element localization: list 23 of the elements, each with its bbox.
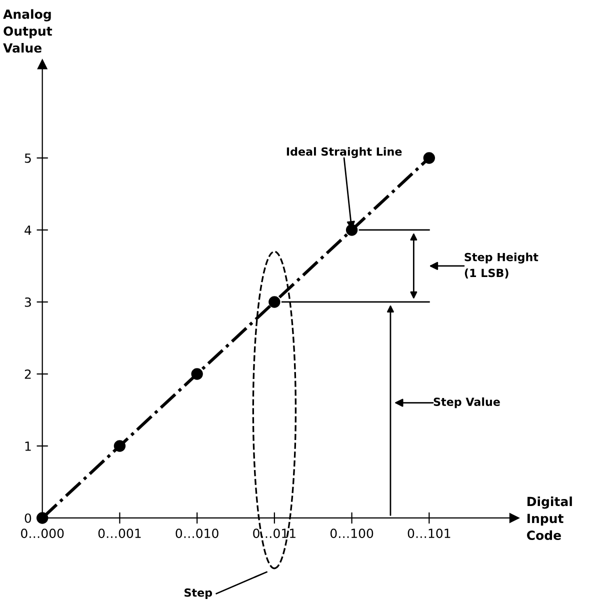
x-tick-label: 0…010: [176, 528, 218, 538]
point: [268, 296, 280, 308]
y-tick-label: 5: [24, 154, 31, 163]
y-tick-label: 3: [24, 297, 31, 307]
annotation: Step Value: [434, 397, 500, 408]
point: [114, 440, 126, 452]
x-tick-label: 0…101: [408, 528, 450, 538]
y-tick-label: 4: [24, 226, 32, 235]
text: Step: [184, 588, 212, 599]
x-axis-title: Digital Input Code: [526, 496, 572, 540]
point: [423, 152, 435, 164]
y-axis-title: Analog Output Value: [3, 9, 52, 53]
y-tick-label: 0: [24, 513, 32, 523]
x-tick-label: 0…100: [330, 528, 374, 538]
point: [36, 512, 48, 524]
point: [191, 368, 203, 380]
x-tick-label: 0…001: [98, 528, 141, 538]
annotation: Step Height (1 LSB): [464, 252, 538, 278]
annotation: Ideal Straight Line: [286, 147, 402, 158]
y-tick-label: 2: [24, 369, 31, 379]
point: [346, 224, 358, 236]
x-tick-label: 0…000: [21, 528, 64, 538]
y-tick-label: 1: [25, 442, 31, 451]
